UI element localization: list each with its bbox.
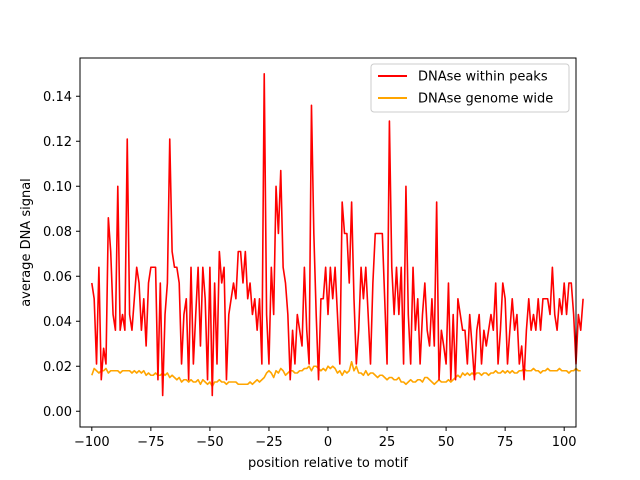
x-tick-label: −75 [137,435,164,450]
y-axis-ticks: 0.00 0.02 0.04 0.06 0.08 0.10 0.12 0.14 [43,90,80,420]
x-tick-label: 100 [552,435,577,450]
y-tick-label: 0.12 [43,135,72,150]
y-tick-label: 0.04 [43,315,72,330]
legend-box [370,63,570,113]
legend-label-within-peaks: DNAse within peaks [418,70,548,85]
x-tick-label: 75 [497,435,514,450]
series-line-dnase-within-peaks [91,72,584,397]
x-tick-label: −50 [196,435,223,450]
x-tick-label: 0 [324,435,332,450]
y-tick-label: 0.02 [43,360,72,375]
x-axis-label: position relative to motif [248,456,408,471]
y-tick-label: 0.14 [43,90,72,105]
series-layer [91,72,584,397]
y-tick-label: 0.08 [43,225,72,240]
y-tick-label: 0.06 [43,270,72,285]
x-tick-label: −25 [255,435,282,450]
y-axis-label: average DNA signal [19,178,34,307]
x-tick-label: 50 [438,435,455,450]
x-tick-label: 25 [379,435,396,450]
x-tick-label: −100 [74,435,110,450]
series-line-dnase-genome-wide [91,360,581,388]
legend: DNAse within peaks DNAse genome wide [370,63,570,113]
y-tick-label: 0.10 [43,180,72,195]
y-tick-label: 0.00 [43,405,72,420]
x-axis-ticks: −100 −75 −50 −25 0 25 50 75 100 [74,427,577,450]
legend-label-genome-wide: DNAse genome wide [418,92,553,107]
